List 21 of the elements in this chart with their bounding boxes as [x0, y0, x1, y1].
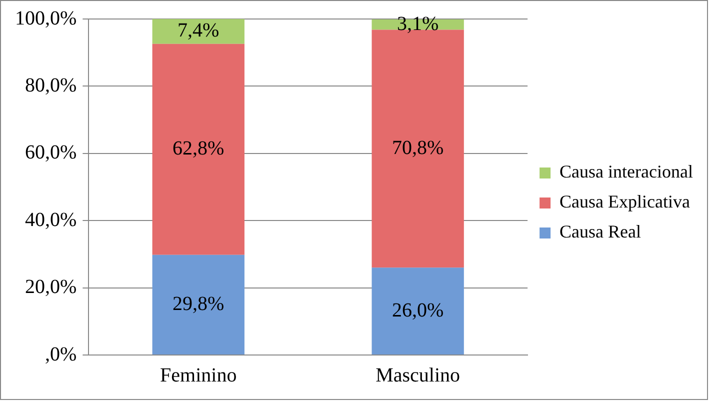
data-label: 70,8% — [392, 136, 444, 159]
data-label: 26,0% — [392, 299, 444, 322]
legend-label: Causa Explicativa — [560, 192, 690, 212]
legend-label: Causa interacional — [560, 162, 694, 182]
data-label: 29,8% — [172, 292, 224, 315]
data-label: 3,1% — [396, 12, 439, 35]
data-label: 62,8% — [172, 138, 224, 160]
bar — [152, 254, 244, 354]
y-tick-label: 80,0% — [24, 74, 77, 96]
bar — [152, 19, 244, 44]
bar — [152, 44, 244, 255]
y-tick-label: ,0% — [44, 343, 77, 366]
x-tick-label: Masculino — [376, 364, 460, 386]
y-tick-label: 60,0% — [24, 142, 77, 164]
x-tick-label: Feminino — [160, 364, 237, 386]
data-label: 7,4% — [178, 20, 220, 42]
y-tick-label: 20,0% — [24, 276, 77, 298]
y-tick-label: 40,0% — [24, 208, 77, 231]
bar — [372, 268, 464, 354]
legend-label: Causa Real — [560, 222, 642, 242]
y-tick-label: 100,0% — [14, 7, 77, 30]
